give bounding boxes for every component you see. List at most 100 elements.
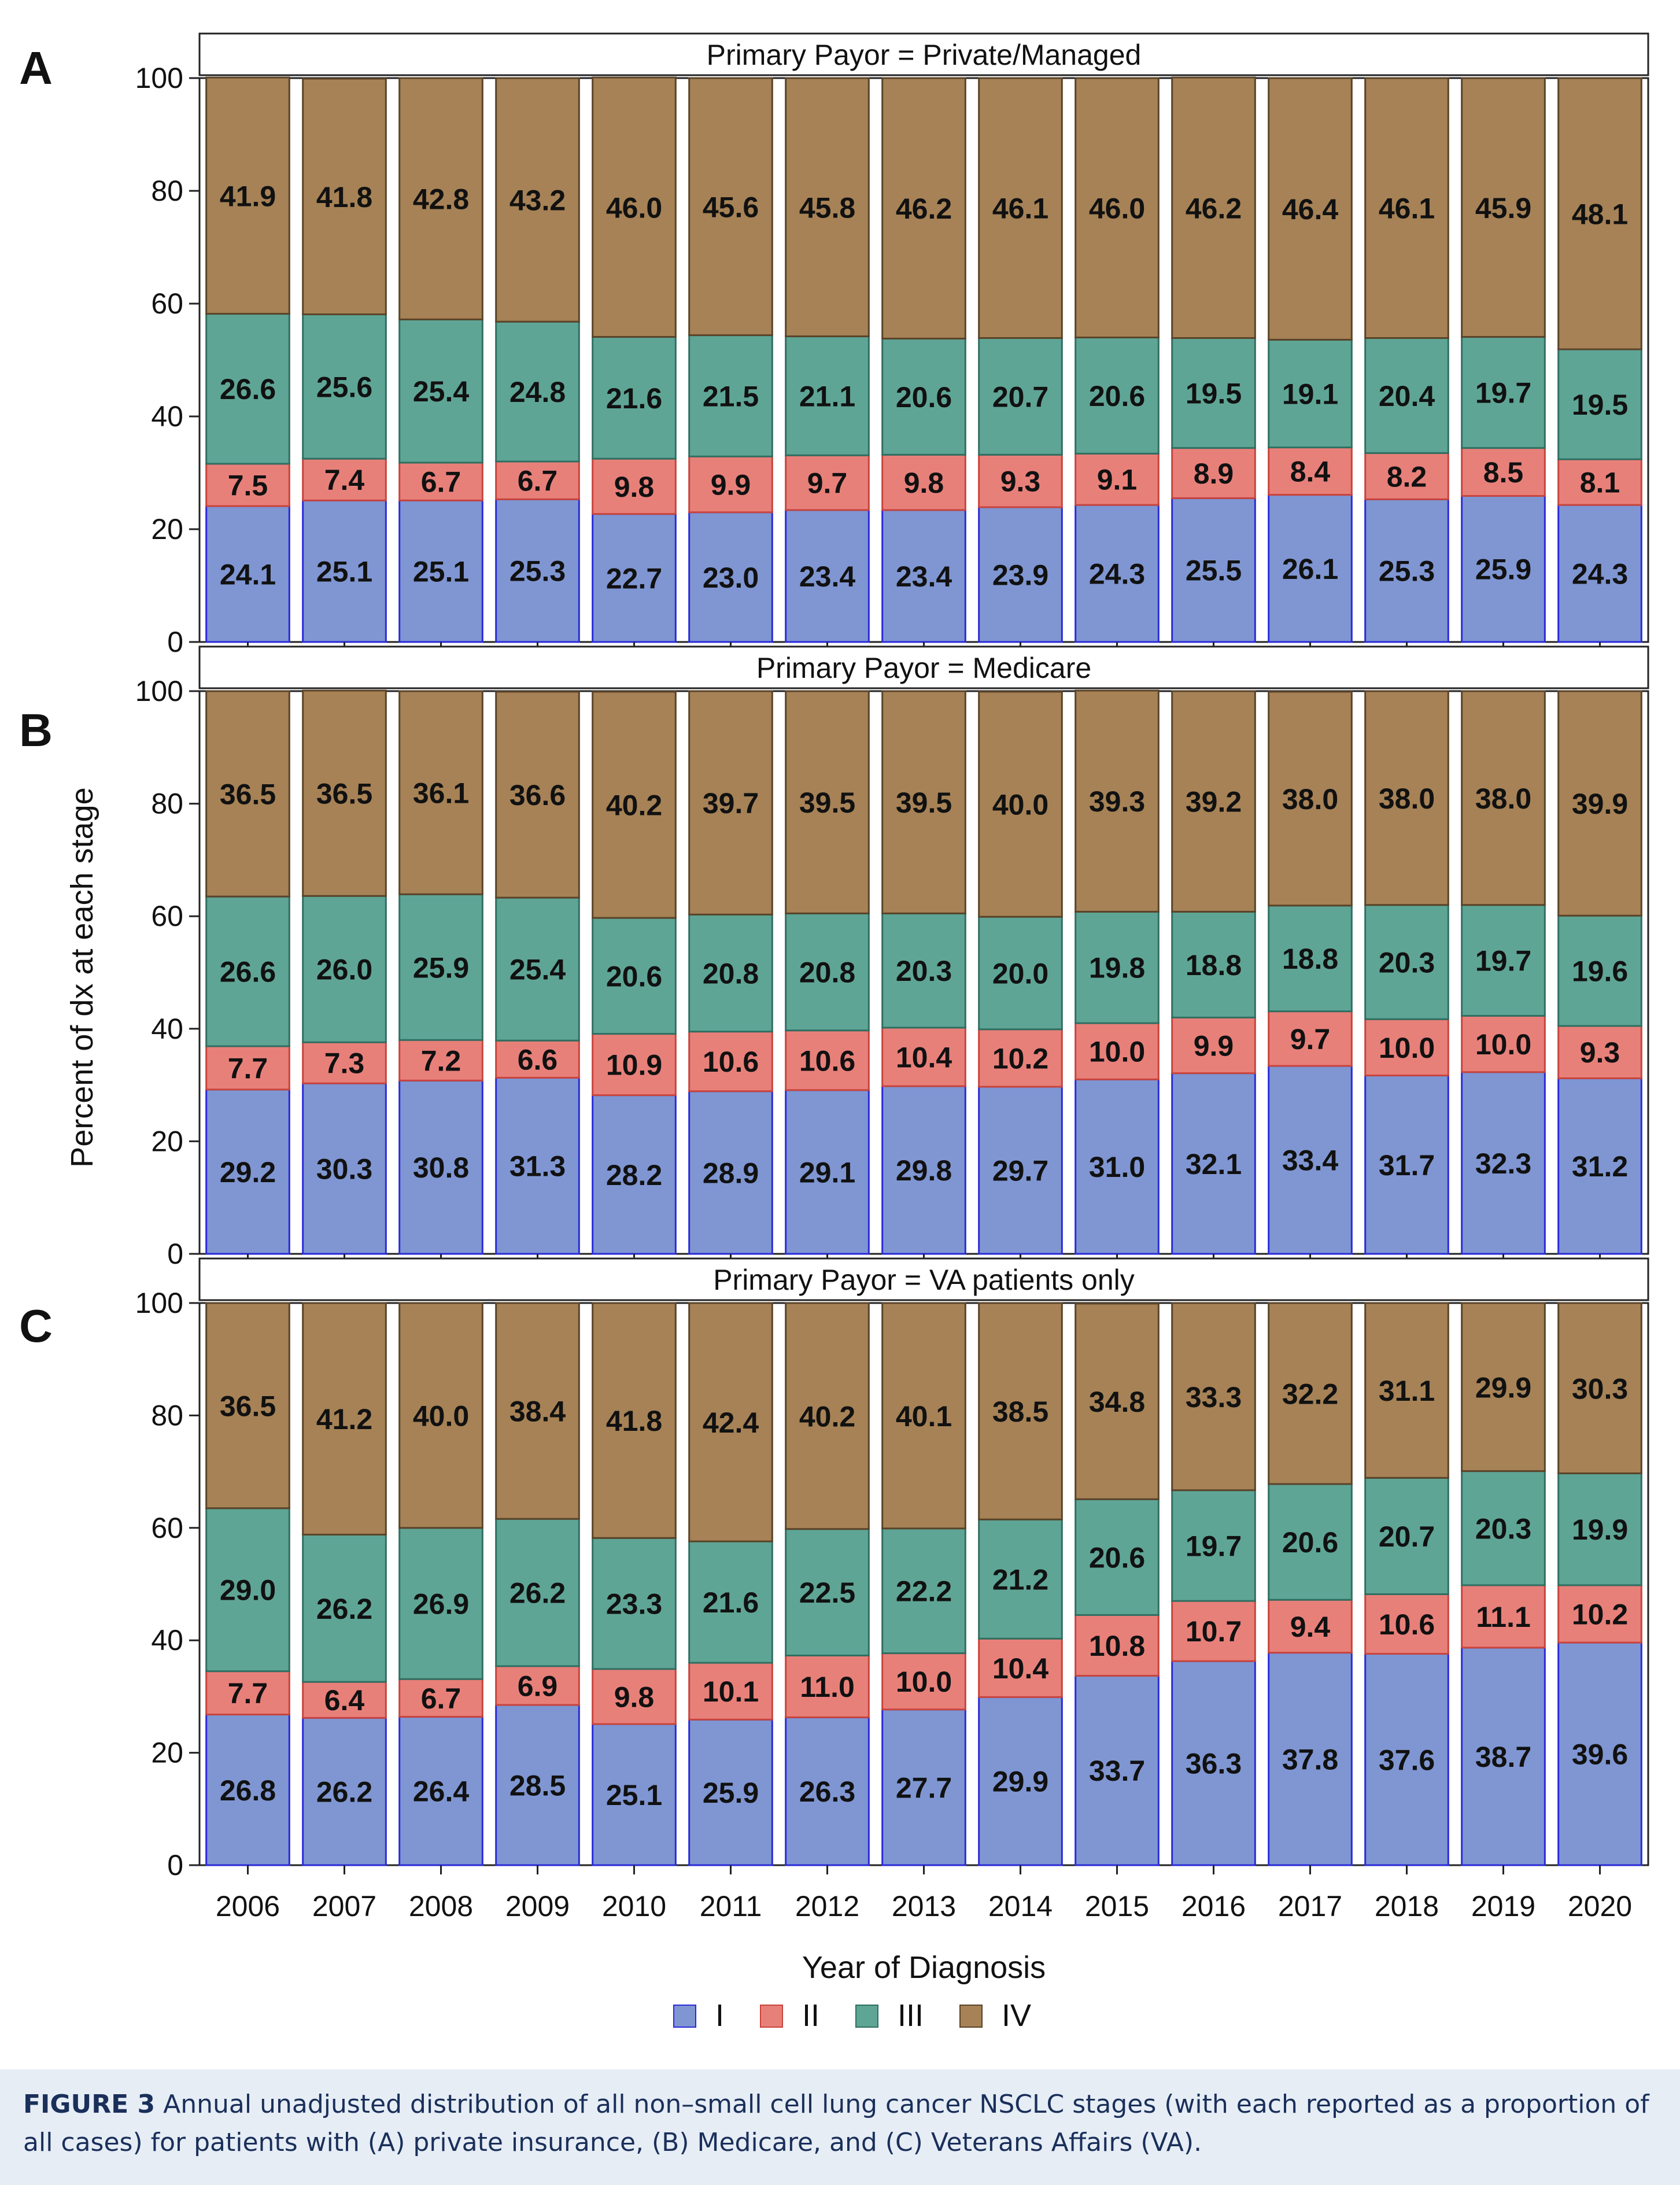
bar-C-2008-stage-II	[398, 1678, 483, 1718]
data-label-B-2018-stage-I: 31.7	[1379, 1149, 1435, 1182]
data-label-A-2010-stage-III: 21.6	[606, 382, 662, 415]
bar-A-2014-stage-IV	[978, 77, 1063, 339]
panel-letter-A: A	[19, 42, 53, 94]
bar-A-2016-stage-I	[1171, 497, 1256, 643]
bar-C-2008-stage-I	[398, 1715, 483, 1866]
data-label-B-2007-stage-IV: 36.5	[316, 778, 372, 810]
bar-C-2017-stage-III	[1268, 1483, 1353, 1601]
data-label-C-2017-stage-III: 20.6	[1282, 1526, 1338, 1559]
bar-A-2015-stage-I	[1075, 504, 1160, 643]
bar-A-2019-stage-II	[1461, 447, 1546, 497]
data-label-B-2011-stage-III: 20.8	[703, 957, 759, 990]
data-label-A-2007-stage-IV: 41.8	[316, 181, 372, 213]
data-label-C-2008-stage-III: 26.9	[413, 1588, 469, 1621]
data-label-B-2019-stage-III: 19.7	[1475, 945, 1531, 977]
bar-B-2019-stage-I	[1461, 1071, 1546, 1255]
bar-C-2012-stage-II	[785, 1654, 870, 1718]
x-tick-label-2009: 2009	[505, 1890, 570, 1922]
y-tick-label-A-0: 0	[167, 626, 183, 658]
bar-B-2007-stage-IV	[302, 689, 387, 897]
data-label-B-2013-stage-II: 10.4	[896, 1041, 952, 1073]
data-label-B-2013-stage-IV: 39.5	[896, 787, 952, 819]
data-label-C-2009-stage-III: 26.2	[509, 1577, 566, 1610]
x-tick-label-2018: 2018	[1375, 1890, 1439, 1922]
data-label-C-2017-stage-I: 37.8	[1282, 1743, 1338, 1776]
bar-A-2011-stage-I	[688, 511, 773, 643]
bar-C-2008-stage-IV	[398, 1302, 483, 1529]
data-label-C-2014-stage-III: 21.2	[992, 1563, 1048, 1596]
data-label-A-2020-stage-II: 8.1	[1580, 467, 1620, 499]
bar-C-2015-stage-III	[1075, 1498, 1160, 1616]
bar-C-2019-stage-I	[1461, 1647, 1546, 1866]
bar-B-2019-stage-IV	[1461, 690, 1546, 906]
bar-B-2006-stage-IV	[205, 690, 290, 898]
bar-C-2020-stage-II	[1557, 1584, 1642, 1644]
bar-C-2011-stage-III	[688, 1540, 773, 1664]
x-tick-label-2019: 2019	[1471, 1890, 1535, 1922]
data-label-A-2011-stage-IV: 45.6	[703, 191, 759, 223]
figure-caption-text: Annual unadjusted distribution of all no…	[23, 2090, 1649, 2157]
data-label-A-2017-stage-II: 8.4	[1290, 456, 1331, 488]
bar-C-2013-stage-I	[881, 1708, 966, 1866]
data-label-B-2016-stage-IV: 39.2	[1186, 786, 1242, 818]
data-label-A-2018-stage-I: 25.3	[1379, 555, 1435, 588]
x-tick-label-2012: 2012	[795, 1890, 859, 1922]
data-label-A-2019-stage-IV: 45.9	[1475, 192, 1531, 224]
bar-A-2009-stage-III	[495, 320, 580, 463]
panel-strip-label-B: Primary Payor = Medicare	[756, 652, 1091, 684]
bar-B-2008-stage-IV	[398, 690, 483, 895]
data-label-B-2011-stage-IV: 39.7	[703, 787, 759, 820]
data-label-C-2018-stage-IV: 31.1	[1379, 1375, 1435, 1407]
bar-B-2018-stage-IV	[1364, 690, 1449, 906]
bar-A-2018-stage-III	[1364, 337, 1449, 454]
y-tick-label-B-100: 100	[135, 675, 183, 707]
data-label-A-2018-stage-II: 8.2	[1387, 460, 1427, 493]
data-label-B-2014-stage-II: 10.2	[992, 1042, 1048, 1075]
data-label-C-2015-stage-I: 33.7	[1089, 1755, 1145, 1787]
bar-C-2015-stage-I	[1075, 1674, 1160, 1866]
data-label-A-2013-stage-IV: 46.2	[896, 193, 952, 225]
panel-strip-B	[198, 645, 1649, 689]
x-tick-label-2011: 2011	[700, 1890, 762, 1922]
data-label-A-2008-stage-III: 25.4	[413, 375, 470, 408]
bar-C-2006-stage-II	[205, 1670, 290, 1716]
bar-B-2017-stage-I	[1268, 1065, 1353, 1255]
data-label-B-2018-stage-III: 20.3	[1379, 946, 1435, 979]
bar-B-2011-stage-II	[688, 1031, 773, 1092]
data-label-C-2019-stage-I: 38.7	[1475, 1741, 1531, 1773]
data-label-A-2012-stage-II: 9.7	[807, 467, 848, 500]
data-label-C-2006-stage-III: 29.0	[220, 1574, 276, 1607]
y-tick-label-B-80: 80	[151, 788, 183, 820]
data-label-B-2013-stage-I: 29.8	[896, 1154, 952, 1187]
bar-B-2008-stage-I	[398, 1079, 483, 1255]
bar-C-2017-stage-II	[1268, 1599, 1353, 1654]
data-label-B-2015-stage-I: 31.0	[1089, 1151, 1145, 1183]
legend-label-stage-IV: IV	[1002, 1998, 1031, 2033]
bar-C-2015-stage-IV	[1075, 1302, 1160, 1500]
bar-B-2010-stage-IV	[592, 691, 677, 919]
data-label-C-2016-stage-III: 19.7	[1186, 1530, 1242, 1562]
bar-B-2016-stage-I	[1171, 1072, 1256, 1255]
data-label-B-2016-stage-II: 9.9	[1194, 1030, 1234, 1062]
data-label-B-2007-stage-I: 30.3	[316, 1153, 372, 1186]
bar-C-2014-stage-IV	[978, 1302, 1063, 1520]
data-label-B-2006-stage-III: 26.6	[220, 956, 276, 988]
y-tick-label-A-40: 40	[151, 400, 183, 433]
y-axis-title: Percent of dx at each stage	[65, 787, 99, 1167]
data-label-C-2017-stage-IV: 32.2	[1282, 1378, 1338, 1410]
bar-A-2020-stage-II	[1557, 458, 1642, 506]
y-tick-label-A-20: 20	[151, 513, 183, 545]
bar-C-2011-stage-II	[688, 1662, 773, 1721]
legend-swatch-stage-IV	[959, 2005, 983, 2028]
bar-A-2006-stage-I	[205, 505, 290, 643]
data-label-C-2018-stage-II: 10.6	[1379, 1608, 1435, 1641]
data-label-B-2008-stage-III: 25.9	[413, 951, 469, 984]
data-label-B-2008-stage-IV: 36.1	[413, 777, 469, 810]
data-label-B-2016-stage-III: 18.8	[1186, 949, 1242, 981]
bar-B-2018-stage-II	[1364, 1018, 1449, 1077]
data-label-C-2014-stage-I: 29.9	[992, 1766, 1048, 1798]
data-label-B-2012-stage-I: 29.1	[799, 1156, 855, 1189]
x-tick-label-2020: 2020	[1568, 1890, 1632, 1922]
y-tick-label-C-80: 80	[151, 1399, 183, 1431]
bar-A-2013-stage-III	[881, 337, 966, 456]
